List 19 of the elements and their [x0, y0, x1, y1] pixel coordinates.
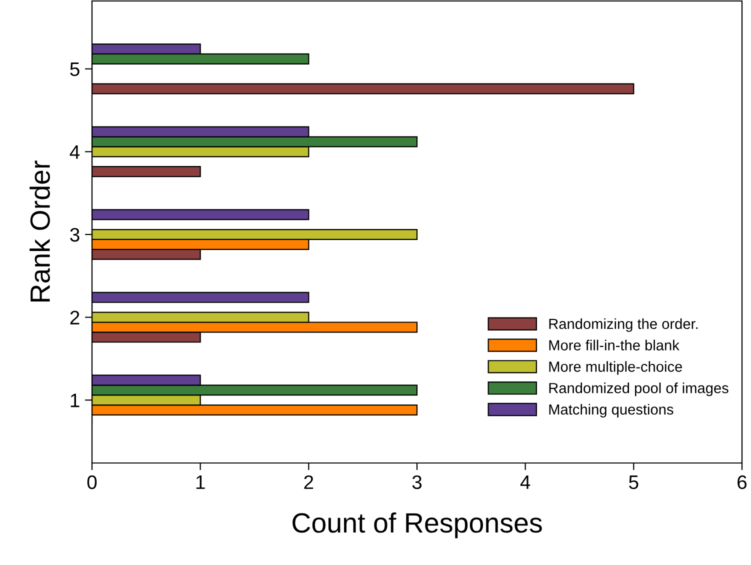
x-tick-label: 2 [304, 475, 314, 489]
legend-label: More fill-in-the blank [549, 340, 680, 350]
x-tick-label: 0 [87, 475, 97, 490]
legend-label: Randomizing the order. [549, 318, 698, 332]
x-tick-label: 6 [738, 475, 747, 490]
y-tick-label: 2 [70, 310, 80, 324]
legend-label: More multiple-choice [549, 361, 682, 375]
x-tick-label: 5 [629, 476, 638, 490]
x-axis-title: Count of Responses [292, 512, 542, 538]
y-tick-label: 3 [70, 228, 80, 242]
x-tick-label: 1 [196, 476, 205, 489]
y-axis-title: Rank Order [30, 160, 50, 302]
legend-label: Randomized pool of images [549, 382, 728, 396]
x-tick-label: 4 [520, 476, 530, 489]
legend-label: Matching questions [549, 404, 674, 418]
y-tick-label: 4 [70, 145, 80, 159]
y-tick-label: 1 [70, 394, 80, 408]
x-tick-label: 3 [412, 475, 422, 490]
y-tick-label: 5 [70, 62, 80, 76]
